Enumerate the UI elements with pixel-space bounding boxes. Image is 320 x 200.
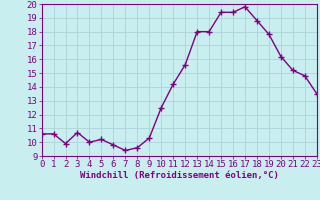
X-axis label: Windchill (Refroidissement éolien,°C): Windchill (Refroidissement éolien,°C) bbox=[80, 171, 279, 180]
